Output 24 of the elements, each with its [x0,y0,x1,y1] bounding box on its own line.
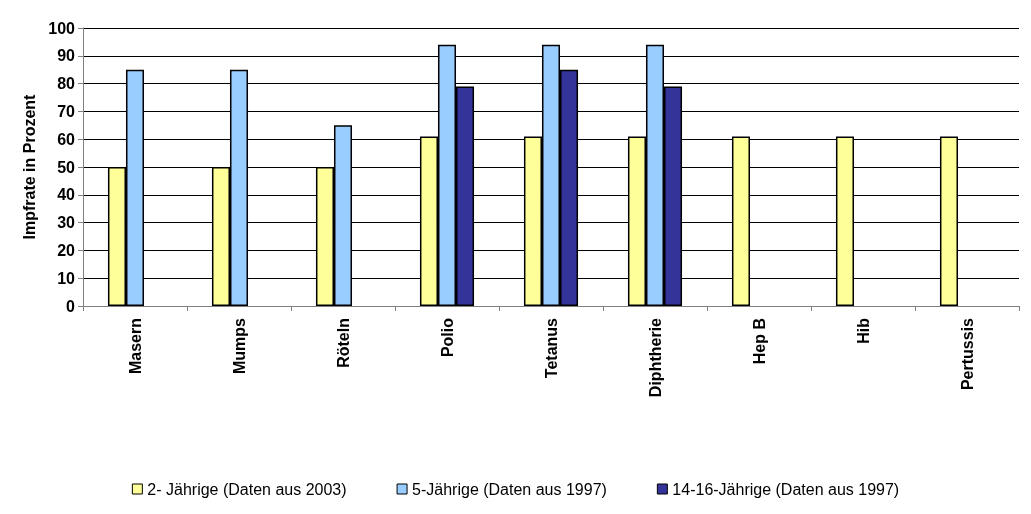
x-tick-label: Hib [854,317,872,344]
y-tick-label: 90 [57,47,76,65]
x-tick-label: Diphtherie [646,317,664,398]
legend-label: 2- Jährige (Daten aus 2003) [147,480,347,498]
y-tick-label: 0 [66,297,76,315]
x-tick-label: Mumps [230,317,248,374]
legend-label: 14-16-Jährige (Daten aus 1997) [672,480,900,498]
y-tick-label: 50 [57,158,76,176]
x-tick-label: Hep B [750,318,768,365]
y-axis-title: Impfrate in Prozent [20,93,38,240]
y-tick-label: 10 [57,269,76,287]
y-tick-label: 30 [57,214,76,232]
y-tick-label: 60 [57,130,76,148]
y-tick-label: 20 [57,241,76,259]
x-tick-label: Pertussis [958,317,976,391]
y-tick-label: 70 [57,102,76,120]
x-tick-label: Masern [126,318,144,375]
y-tick-label: 40 [57,186,76,204]
x-tick-label: Tetanus [542,317,560,379]
x-tick-label: Polio [438,317,456,358]
y-tick-label: 100 [48,19,76,37]
x-tick-label: Röteln [334,318,352,368]
y-tick-label: 80 [57,75,76,93]
legend-label: 5-Jährige (Daten aus 1997) [412,480,607,498]
